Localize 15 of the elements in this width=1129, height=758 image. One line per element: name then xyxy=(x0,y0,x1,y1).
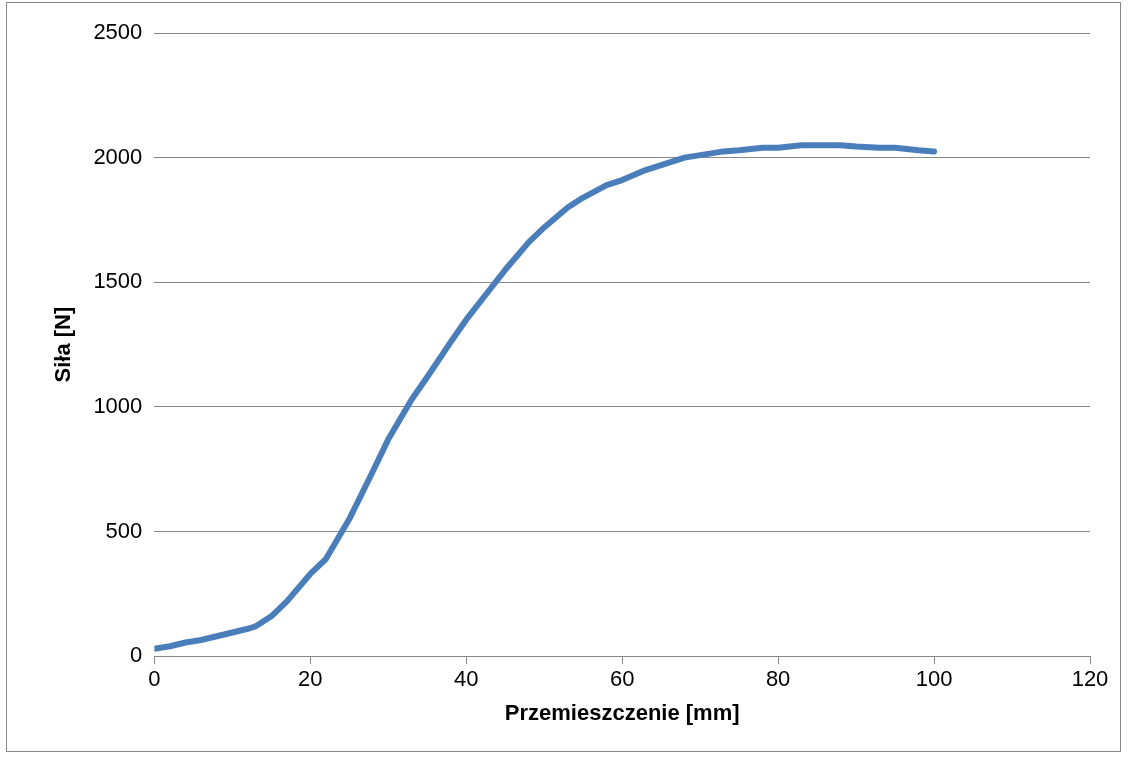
y-tick-label: 1000 xyxy=(93,392,143,418)
y-axis-title: Siła [N] xyxy=(50,306,76,383)
y-tick-label: 1500 xyxy=(93,268,143,294)
x-tick-label: 100 xyxy=(915,666,953,692)
x-tick-label: 0 xyxy=(148,666,161,692)
x-axis-title: Przemieszczenie [mm] xyxy=(504,699,740,725)
x-tick-label: 20 xyxy=(298,666,323,692)
y-tick-label: 2500 xyxy=(93,19,143,45)
x-tick-label: 120 xyxy=(1071,666,1109,692)
x-tick-label: 60 xyxy=(609,666,635,692)
x-tick-label: 40 xyxy=(453,666,479,692)
y-tick-label: 2000 xyxy=(93,143,143,169)
y-tick-label: 0 xyxy=(130,642,143,668)
x-tick-label: 80 xyxy=(765,666,791,692)
y-tick-label: 500 xyxy=(105,517,143,543)
